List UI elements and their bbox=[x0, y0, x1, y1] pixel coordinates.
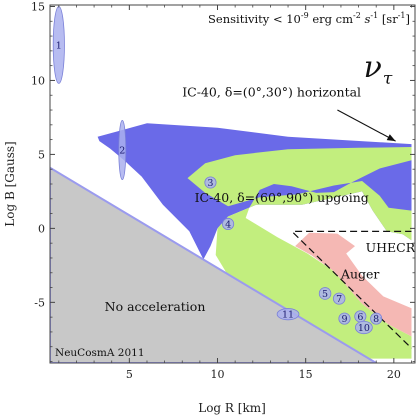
source-10: 10 bbox=[355, 320, 373, 335]
source-ellipse bbox=[355, 320, 373, 335]
label-auger: Auger bbox=[340, 267, 379, 282]
source-number: 9 bbox=[341, 314, 347, 325]
source-number: 7 bbox=[336, 294, 342, 305]
x-tick-label: 5 bbox=[126, 368, 133, 381]
source-1: 1 bbox=[52, 6, 65, 84]
source-ellipse bbox=[204, 176, 217, 189]
x-tick-label: 20 bbox=[387, 368, 401, 381]
credit-label: NeuCosmA 2011 bbox=[55, 347, 145, 359]
source-ellipse bbox=[118, 119, 127, 180]
region-ic-40-60-90-upgoing bbox=[187, 147, 412, 359]
region-no-acceleration bbox=[50, 166, 378, 363]
y-tick-label: -5 bbox=[34, 296, 45, 309]
source-ellipse bbox=[332, 292, 346, 305]
horizontal-arrowhead bbox=[386, 134, 396, 142]
source-ellipse bbox=[318, 287, 332, 300]
source-9: 9 bbox=[338, 312, 351, 325]
source-11: 11 bbox=[276, 308, 300, 321]
source-number: 4 bbox=[225, 219, 231, 230]
y-tick-label: 0 bbox=[38, 222, 45, 235]
source-number: 10 bbox=[358, 323, 370, 334]
source-number: 2 bbox=[119, 145, 125, 156]
x-axis-title: Log R [km] bbox=[198, 401, 266, 415]
source-number: 8 bbox=[373, 314, 379, 325]
source-ellipse bbox=[276, 308, 300, 321]
source-4: 4 bbox=[222, 217, 235, 230]
label-ic-40-0-30-horizontal: IC-40, δ=(0°,30°) horizontal bbox=[182, 85, 361, 100]
label-no-acceleration: No acceleration bbox=[105, 299, 206, 314]
source-3: 3 bbox=[204, 176, 217, 189]
x-tick-label: 10 bbox=[211, 368, 225, 381]
source-ellipse bbox=[370, 312, 383, 325]
source-ellipse bbox=[222, 217, 235, 230]
sensitivity-annotation: Sensitivity < 10-9 erg cm-2 s-1 [sr-1] bbox=[208, 11, 410, 26]
source-5: 5 bbox=[318, 287, 332, 300]
source-ellipse bbox=[338, 312, 351, 325]
horizontal-arrow-line bbox=[337, 109, 396, 142]
source-7: 7 bbox=[332, 292, 346, 305]
source-number: 11 bbox=[282, 310, 294, 321]
auger-dashed-line bbox=[292, 232, 412, 349]
source-number: 6 bbox=[357, 312, 363, 323]
y-tick-label: 10 bbox=[31, 74, 45, 87]
source-number: 3 bbox=[207, 178, 213, 189]
source-number: 1 bbox=[56, 40, 62, 51]
y-tick-label: 15 bbox=[31, 0, 45, 13]
y-tick-label: 5 bbox=[38, 148, 45, 161]
region-auger bbox=[295, 232, 412, 337]
label-ic-40-60-90-upgoing: IC-40, δ=(60°,90°) upgoing bbox=[195, 190, 369, 205]
x-tick-label: 15 bbox=[299, 368, 313, 381]
y-axis-title: Log B [Gauss] bbox=[3, 141, 17, 226]
flavor-label: ντ bbox=[364, 50, 393, 89]
source-number: 5 bbox=[322, 289, 328, 300]
source-2: 2 bbox=[118, 119, 127, 180]
label-uhecr: UHECR bbox=[366, 240, 416, 255]
source-8: 8 bbox=[370, 312, 383, 325]
